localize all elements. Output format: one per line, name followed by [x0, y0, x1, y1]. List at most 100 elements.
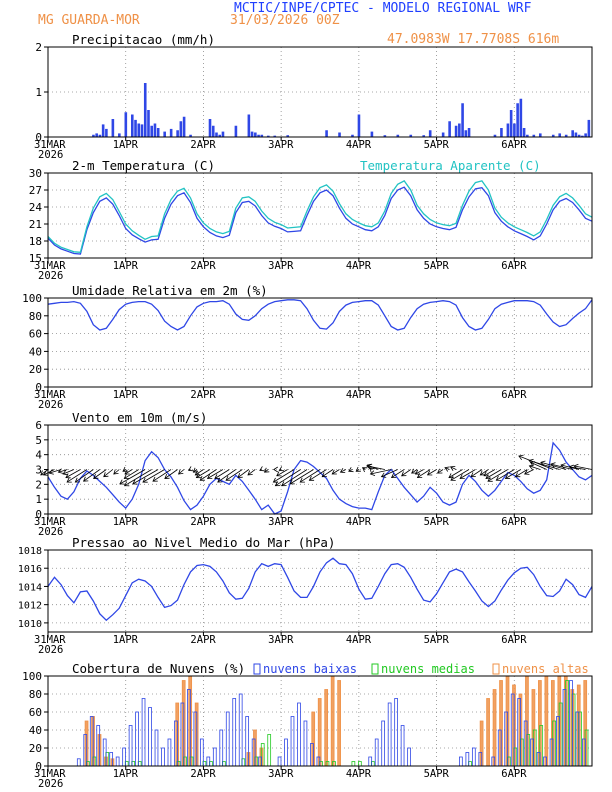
precip-bar: [461, 103, 464, 137]
cloud-bar-low: [141, 698, 146, 767]
x-tick-label: 3APR: [268, 516, 294, 528]
precip-bar: [150, 125, 154, 137]
wind-arrow: [417, 469, 431, 478]
x-tick-label: 4APR: [346, 260, 372, 272]
cloud-bar-low: [387, 702, 392, 767]
precip-bar: [441, 132, 445, 137]
wind-arrow: [207, 469, 224, 479]
precip-bar: [587, 119, 591, 137]
x-tick-label: 6APR: [501, 260, 527, 272]
wind-arrow: [196, 469, 211, 478]
precip-bar: [179, 121, 183, 137]
wind-arrow: [427, 469, 437, 476]
wind-arrow-head: [119, 479, 125, 485]
wind-arrow: [199, 469, 217, 481]
wind-arrow-head: [524, 469, 530, 475]
y-tick-label: 1018: [18, 546, 42, 557]
wind-arrow-head: [276, 471, 282, 477]
precip-bar: [526, 134, 529, 137]
precip-bar: [500, 128, 503, 137]
precip-bar: [409, 134, 413, 137]
wind-arrow-head: [43, 470, 49, 476]
wind-arrow: [370, 469, 392, 475]
x-tick-label: 6APR: [501, 389, 527, 401]
x-tick-label: 3APR: [268, 260, 294, 272]
wind-arrow: [124, 469, 152, 487]
wind-arrow: [273, 469, 295, 483]
wind-arrow: [505, 469, 521, 479]
precip-bar: [169, 128, 173, 137]
precip-bar: [357, 114, 361, 137]
y-tick-label: 80: [29, 310, 42, 323]
y-tick-label: 4: [35, 449, 42, 462]
wind-arrow: [58, 469, 68, 473]
wind-arrow-head: [48, 469, 54, 475]
panel-title: Pressao ao Nivel Medio do Mar (hPa): [72, 535, 335, 550]
wind-arrow: [299, 469, 321, 483]
wind-arrow-head: [259, 466, 265, 472]
precip-bar: [506, 123, 510, 137]
precip-bar: [584, 133, 587, 137]
wind-arrow: [411, 469, 418, 474]
y-tick-label: 40: [29, 345, 42, 358]
wind-arrow-head: [66, 477, 72, 483]
y-tick-label: 15: [29, 252, 42, 265]
y-tick-label: 0: [35, 131, 42, 144]
precip-bar: [211, 125, 215, 137]
precip-bar: [396, 134, 400, 137]
wind-arrow: [529, 465, 541, 470]
y-tick-label: 24: [29, 201, 43, 214]
wind-arrow-head: [321, 472, 327, 478]
series-line: [47, 441, 593, 515]
wind-arrow-head: [308, 475, 315, 481]
cloud-legend-swatch: [371, 663, 379, 675]
wind-arrow: [247, 469, 256, 476]
y-tick-label: 27: [29, 184, 42, 197]
wind-arrow: [103, 469, 114, 478]
y-tick-label: 1: [35, 86, 42, 99]
cloud-bar-high: [330, 675, 335, 767]
wind-arrow: [483, 469, 496, 477]
precip-bar: [137, 123, 141, 137]
wind-arrow: [225, 469, 243, 481]
precip-bar: [218, 134, 222, 137]
y-tick-label: 40: [29, 724, 42, 737]
y-tick-label: 18: [29, 235, 42, 248]
wind-arrow-head: [217, 477, 223, 483]
y-tick-label: 100: [22, 292, 42, 305]
wind-arrow-head: [82, 476, 89, 482]
wind-arrow-head: [113, 469, 119, 475]
panel-title: Precipitacao (mm/h): [72, 32, 215, 47]
wind-arrow: [142, 469, 165, 483]
precip-bar: [163, 131, 166, 137]
precip-bar: [221, 131, 225, 137]
wind-arrow: [332, 469, 340, 475]
x-tick-label: 5APR: [424, 768, 450, 780]
series-line: [47, 186, 593, 255]
wind-arrow: [119, 469, 146, 485]
wind-arrow: [573, 465, 593, 470]
wind-arrow-head: [65, 473, 71, 479]
x-year-label: 2026: [38, 270, 63, 282]
precip-bar: [383, 135, 387, 137]
cloud-bar-low: [459, 756, 463, 767]
precip-bar: [95, 133, 98, 137]
wind-arrow: [65, 469, 81, 478]
precip-bar: [370, 131, 374, 137]
wind-arrow: [415, 469, 424, 475]
y-tick-label: 60: [29, 328, 42, 341]
wind-arrow: [528, 460, 560, 470]
x-tick-label: 2APR: [190, 389, 216, 401]
y-tick-label: 0: [35, 381, 42, 394]
wind-arrow-head: [152, 476, 158, 482]
wind-arrow: [444, 467, 450, 470]
wind-arrow: [281, 469, 308, 487]
wind-arrow-head: [470, 472, 476, 478]
x-year-label: 2026: [38, 399, 63, 411]
wind-arrow: [321, 469, 334, 478]
precip-bar: [156, 128, 160, 137]
panel-frame: [47, 297, 593, 388]
wind-arrow-head: [178, 469, 184, 475]
cloud-bar-low: [212, 747, 217, 767]
cloud-bar-low: [277, 756, 282, 767]
